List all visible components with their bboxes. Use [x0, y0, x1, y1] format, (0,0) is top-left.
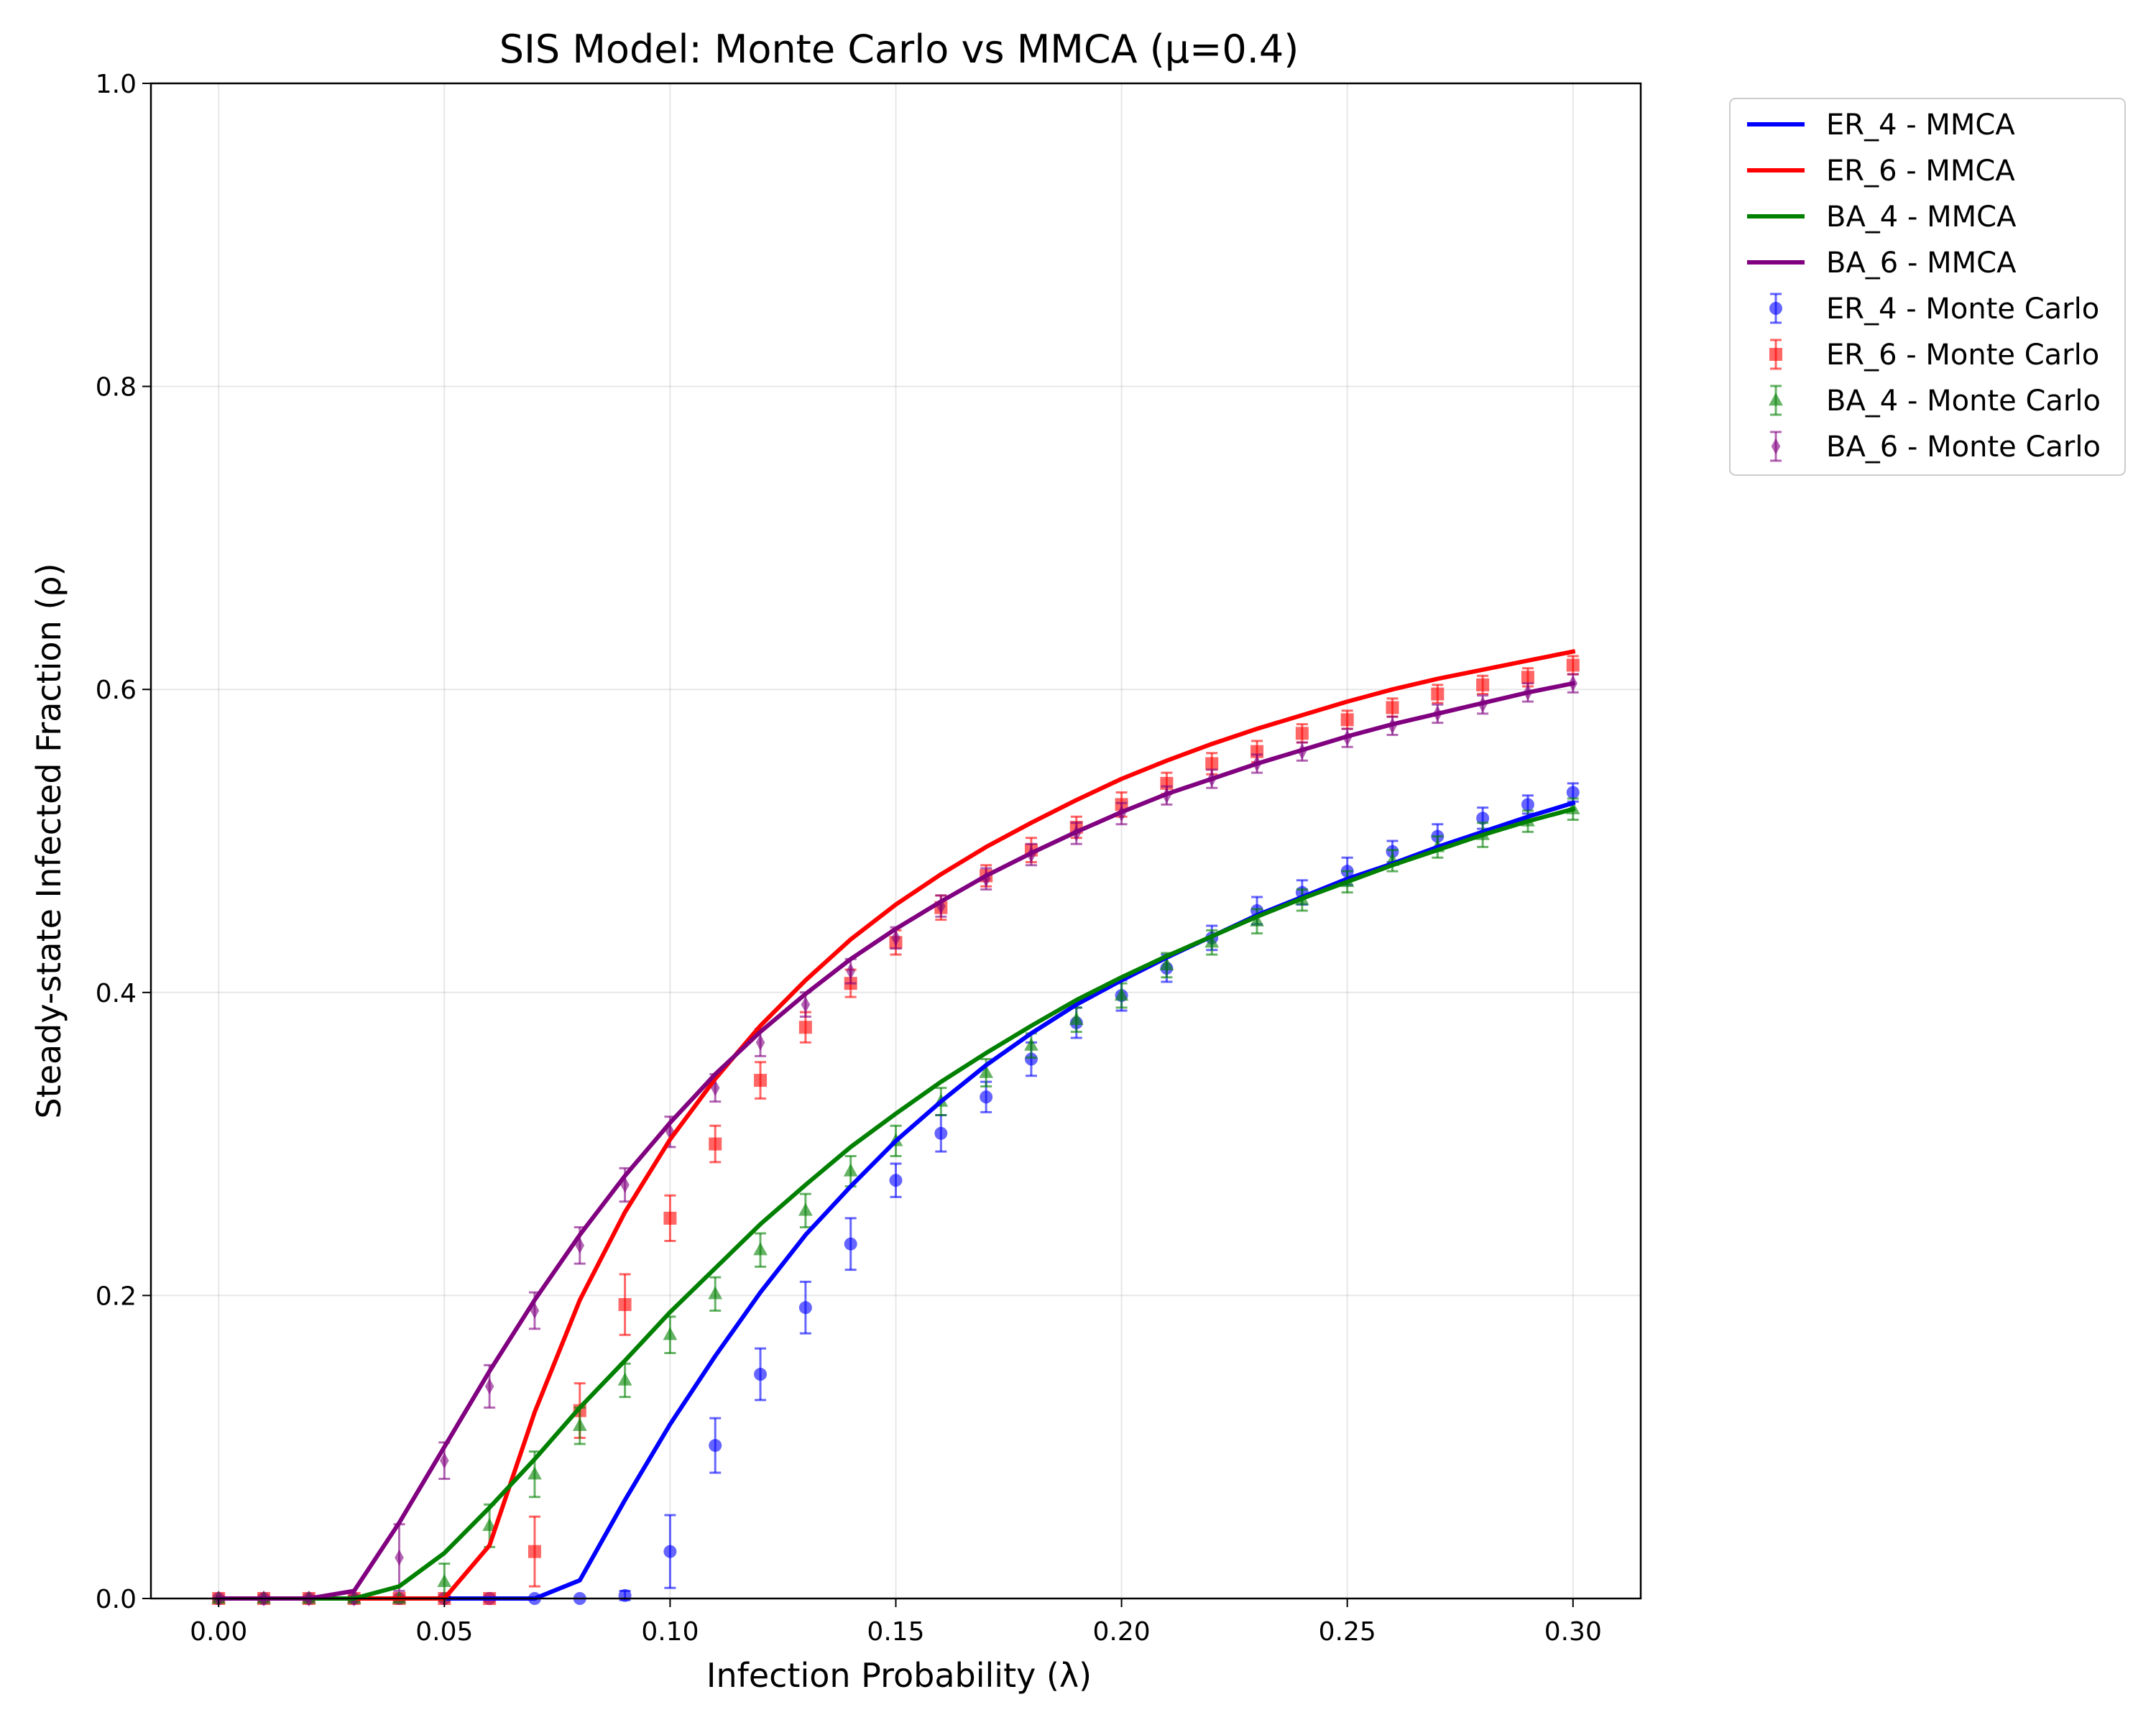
data-point — [891, 929, 900, 947]
data-point — [843, 1163, 858, 1177]
data-point — [1114, 988, 1129, 1001]
y-tick-label: 0.2 — [96, 1282, 137, 1311]
x-tick-label: 0.10 — [641, 1617, 699, 1647]
x-tick-label: 0.20 — [1093, 1617, 1151, 1647]
data-point — [1024, 1052, 1038, 1066]
x-tick-label: 0.00 — [190, 1617, 247, 1647]
x-tick-label: 0.05 — [415, 1617, 473, 1647]
legend-label: BA_6 - Monte Carlo — [1826, 431, 2101, 464]
plot-series — [211, 648, 1580, 1607]
data-point — [1250, 913, 1264, 926]
series-ba-4-mmca — [216, 806, 1576, 1601]
legend-label: BA_4 - MMCA — [1826, 201, 2017, 234]
legend-entry-ba-4-mmca: BA_4 - MMCA — [1747, 201, 2017, 234]
legend-label: BA_4 - Monte Carlo — [1826, 385, 2101, 418]
series-ba-6-mmca — [216, 681, 1576, 1601]
data-point — [708, 1286, 723, 1300]
data-point — [1205, 757, 1219, 770]
legend-label: BA_6 - MMCA — [1826, 247, 2017, 280]
legend-entry-ba-6-mmca: BA_6 - MMCA — [1747, 247, 2017, 280]
legend-label: ER_4 - Monte Carlo — [1826, 293, 2099, 326]
legend-marker-swatch — [1771, 438, 1781, 455]
data-point — [1386, 701, 1399, 714]
y-tick-label: 1.0 — [96, 70, 137, 99]
legend-marker-swatch — [1769, 302, 1782, 315]
data-point — [528, 1545, 541, 1558]
legend-label: ER_6 - Monte Carlo — [1826, 339, 2099, 372]
data-point — [1295, 727, 1309, 740]
data-point — [1521, 671, 1534, 684]
data-point — [1159, 957, 1174, 971]
data-point — [663, 1327, 678, 1340]
data-point — [754, 1368, 768, 1381]
data-point — [709, 1137, 722, 1151]
data-point — [979, 1064, 994, 1078]
data-point — [755, 1034, 765, 1051]
data-point — [753, 1242, 768, 1256]
data-point — [618, 1298, 632, 1312]
data-point — [934, 1126, 948, 1140]
legend-entry-er-4-monte-carlo: ER_4 - Monte Carlo — [1769, 293, 2099, 326]
data-point — [1521, 798, 1534, 811]
data-point — [1476, 811, 1490, 825]
data-point — [889, 1174, 903, 1187]
data-point — [482, 1518, 497, 1532]
legend: ER_4 - MMCA ER_6 - MMCA BA_4 - MMCA BA_6 - … — [1729, 98, 2126, 476]
data-point — [798, 1021, 812, 1034]
data-point — [395, 1549, 404, 1566]
data-point — [1476, 678, 1490, 691]
data-point — [618, 1588, 632, 1602]
data-point — [617, 1372, 632, 1386]
data-point — [846, 963, 855, 980]
y-axis-title: Steady-state Infected Fraction (ρ) — [29, 563, 68, 1118]
data-point — [1204, 934, 1220, 948]
axis-ticks: 0.00 0.05 0.10 0.15 0.20 0.25 0.30 0.0 0.2 0.4 0.6… — [96, 70, 1602, 1647]
data-point — [484, 1378, 494, 1395]
legend-box — [1729, 98, 2126, 476]
data-point — [798, 1301, 812, 1315]
legend-marker-swatch — [1769, 348, 1782, 361]
legend-marker-swatch — [1769, 392, 1783, 406]
data-point — [801, 996, 811, 1013]
data-point — [1340, 713, 1354, 727]
data-point — [1566, 658, 1580, 672]
data-point — [528, 1466, 542, 1480]
legend-entry-ba-4-monte-carlo: BA_4 - Monte Carlo — [1769, 385, 2101, 418]
y-tick-label: 0.8 — [96, 373, 137, 402]
data-point — [1069, 1011, 1084, 1025]
chart-title: SIS Model: Monte Carlo vs MMCA (μ=0.4) — [499, 27, 1299, 72]
legend-label: ER_4 - MMCA — [1826, 109, 2015, 142]
legend-label: ER_6 - MMCA — [1826, 155, 2015, 188]
legend-entry-er-6-monte-carlo: ER_6 - Monte Carlo — [1769, 339, 2099, 372]
legend-entry-ba-6-monte-carlo: BA_6 - Monte Carlo — [1770, 431, 2101, 464]
data-point — [1431, 687, 1445, 701]
y-tick-label: 0.4 — [96, 979, 137, 1008]
legend-entry-er-6-mmca: ER_6 - MMCA — [1747, 155, 2015, 188]
y-tick-label: 0.6 — [96, 676, 137, 705]
data-point — [844, 1237, 857, 1251]
data-point — [437, 1574, 452, 1588]
data-point — [1024, 1037, 1038, 1051]
data-point — [754, 1074, 768, 1087]
data-point — [709, 1439, 722, 1453]
data-point — [798, 1202, 813, 1216]
data-point — [572, 1417, 587, 1431]
x-tick-label: 0.30 — [1544, 1617, 1602, 1647]
x-tick-label: 0.15 — [867, 1617, 924, 1647]
data-point — [980, 1090, 993, 1104]
y-tick-label: 0.0 — [96, 1585, 137, 1614]
legend-entry-er-4-mmca: ER_4 - MMCA — [1747, 109, 2015, 142]
x-axis-title: Infection Probability (λ) — [706, 1656, 1092, 1695]
data-point — [1566, 786, 1580, 799]
data-point — [663, 1211, 677, 1225]
x-tick-label: 0.25 — [1319, 1617, 1376, 1647]
data-point — [663, 1545, 677, 1558]
data-point — [440, 1452, 449, 1469]
